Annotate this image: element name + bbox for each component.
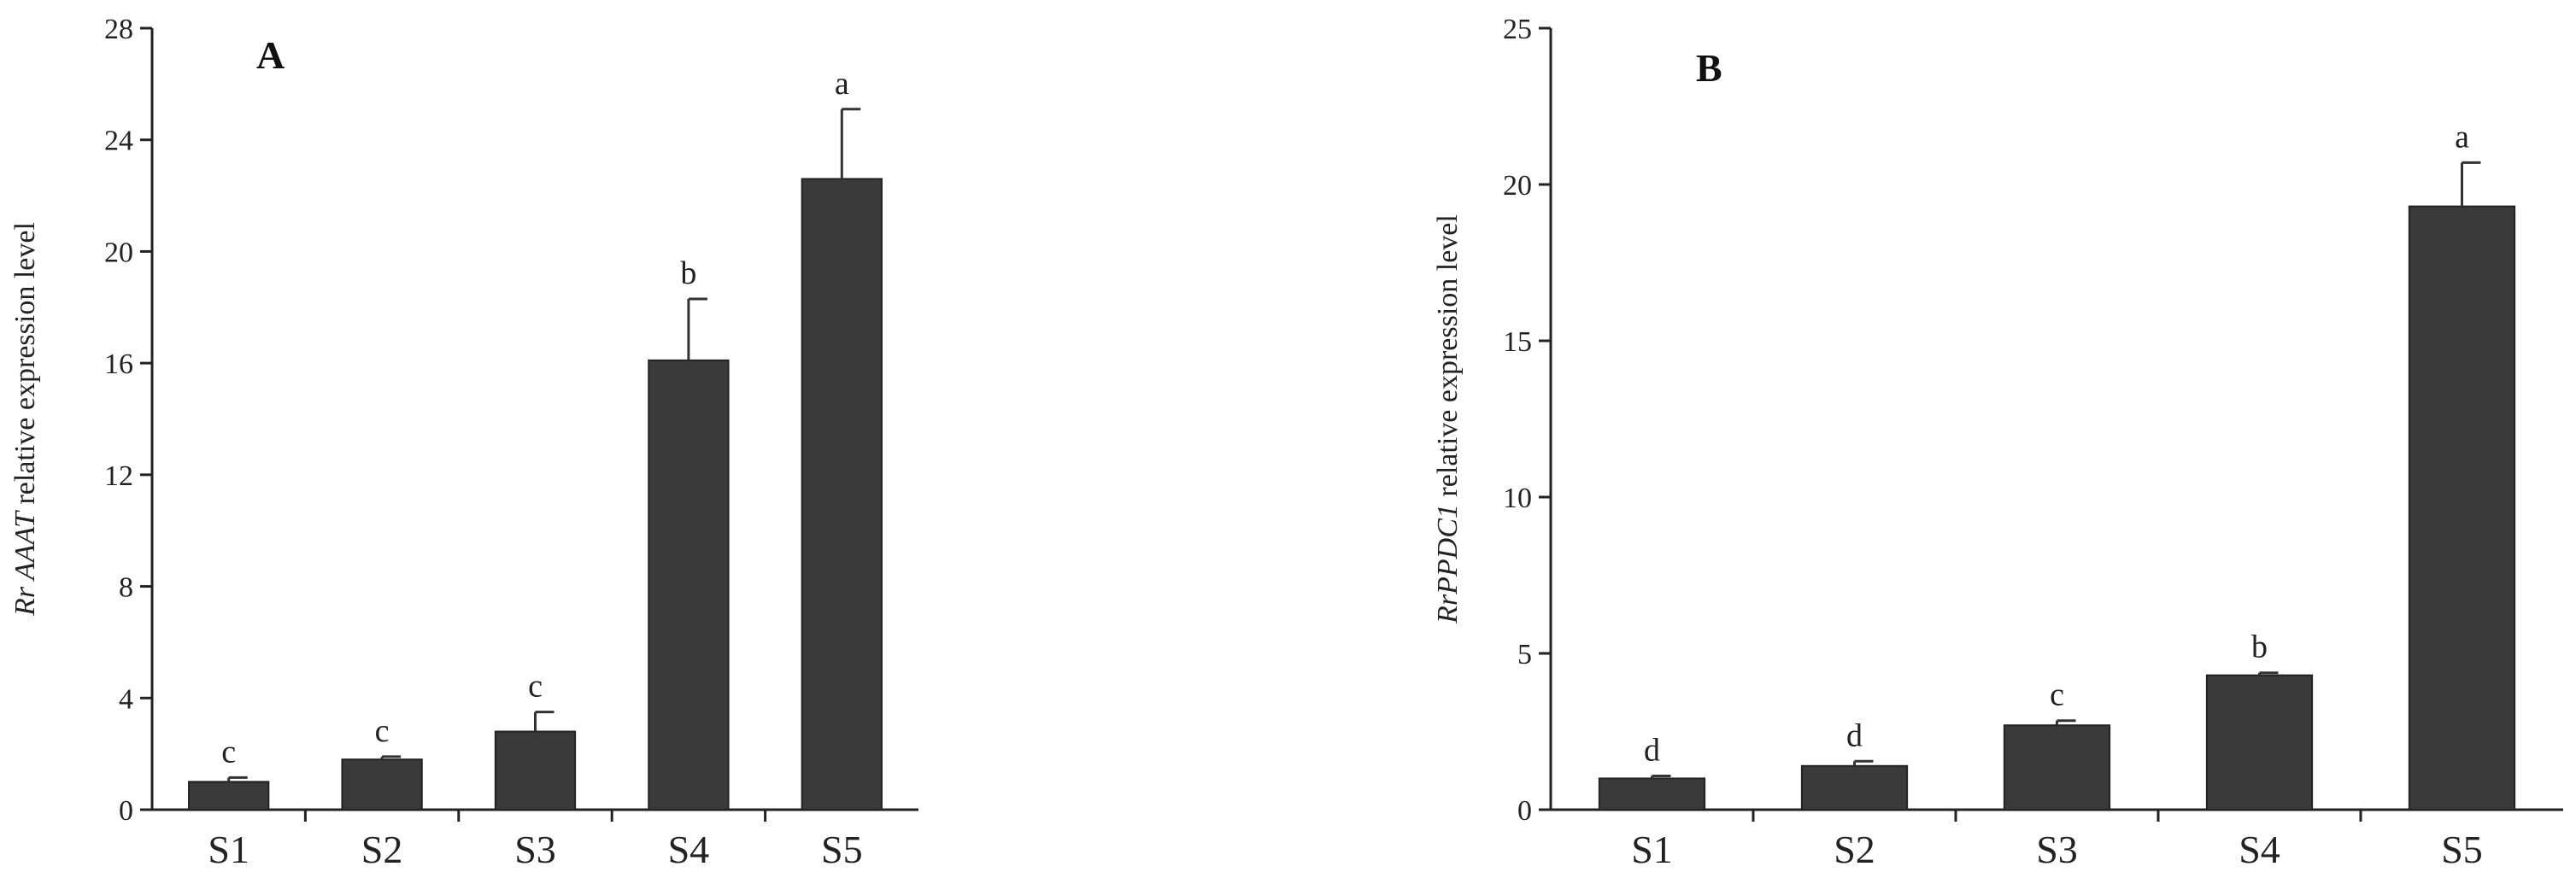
panel-b-significance-label: d [1644, 732, 1660, 768]
panel-a-bar-s4 [648, 359, 730, 811]
panel-b-y-tick-label: 15 [1503, 326, 1532, 358]
panel-b-y-tick-label: 0 [1517, 795, 1532, 827]
panel-a-bar-s5 [801, 178, 883, 811]
panel-b-bar-s1 [1598, 777, 1706, 811]
panel-a-category-label: S1 [208, 828, 249, 871]
panel-b-bar-s5 [2408, 205, 2516, 811]
panel-b-y-axis-label-gene: RrPPDC1 [1432, 504, 1464, 624]
panel-a-category-label: S3 [514, 828, 556, 871]
panel-a-letter: A [256, 33, 285, 77]
panel-a-significance-label: c [528, 669, 543, 705]
panel-a-y-tick-label: 16 [104, 348, 133, 380]
panel-b-letter: B [1696, 46, 1722, 90]
panel-a-y-tick-label: 28 [104, 14, 133, 45]
panel-a-y-axis-label: Rr AAAT relative expression level [9, 222, 41, 617]
panel-a-y-tick-label: 20 [104, 237, 133, 268]
panel-b-y-tick-label: 25 [1503, 14, 1532, 45]
panel-a-y-tick-label: 12 [104, 460, 133, 492]
panel-a-bar-s2 [341, 758, 423, 811]
panel-b-significance-label: d [1846, 717, 1863, 753]
panel-b-y-tick-label: 5 [1517, 639, 1532, 670]
panel-a-y-tick-label: 4 [119, 683, 133, 715]
panel-a-y-axis-label-text: relative expression level [9, 222, 41, 512]
chart-panel-a: 0 4 8 12 16 20 24 28 c S1 c S2 c S3 b S4 a S5 A Rr AAAT rel… [9, 14, 918, 871]
panel-b-category-label: S5 [2441, 828, 2483, 871]
panel-b-significance-label: b [2251, 629, 2268, 665]
panel-a-category-label: S5 [821, 828, 863, 871]
panel-a-y-tick-label: 8 [119, 572, 133, 604]
panel-a-y-tick-label: 24 [104, 126, 133, 157]
panel-b-bar-s2 [1800, 764, 1909, 811]
panel-a-significance-label: c [221, 734, 236, 770]
panel-b-significance-label: a [2455, 119, 2469, 155]
panel-a-y-tick-label: 0 [119, 795, 133, 827]
panel-b-y-tick-label: 20 [1503, 170, 1532, 202]
panel-b-bar-s3 [2003, 724, 2111, 811]
panel-a-bar-s3 [494, 730, 577, 811]
panel-b-significance-label: c [2050, 677, 2064, 713]
panel-b-category-label: S2 [1834, 828, 1875, 871]
panel-b-y-axis-label-text: relative expression level [1432, 214, 1464, 504]
panel-a-significance-label: b [680, 255, 696, 291]
chart-panel-b: 0 5 10 15 20 25 d S1 d S2 c S3 b S4 a S5 B RrPPDC1 relati… [1432, 14, 2563, 871]
panel-b-y-tick-label: 10 [1503, 483, 1532, 514]
panel-a-bar-s1 [188, 781, 270, 811]
panel-b-category-label: S4 [2239, 828, 2280, 871]
panel-a-significance-label: a [835, 66, 849, 102]
panel-b-category-label: S1 [1631, 828, 1673, 871]
panel-b-category-label: S3 [2036, 828, 2078, 871]
panel-b-y-axis-label: RrPPDC1 relative expression level [1432, 214, 1464, 624]
panel-b-bar-s4 [2205, 674, 2314, 811]
panel-a-category-label: S2 [361, 828, 403, 871]
panel-a-category-label: S4 [668, 828, 710, 871]
panel-a-significance-label: c [375, 713, 390, 749]
panel-a-y-axis-label-gene: Rr AAAT [9, 510, 41, 617]
